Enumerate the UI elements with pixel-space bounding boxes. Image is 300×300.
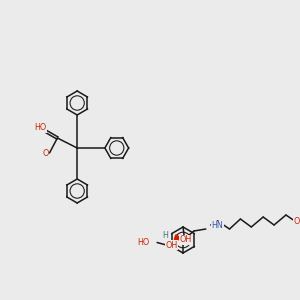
Text: HO: HO	[34, 124, 47, 133]
Text: O: O	[294, 218, 300, 226]
Text: OH: OH	[180, 236, 192, 244]
Text: HO: HO	[137, 238, 149, 247]
Polygon shape	[174, 235, 183, 240]
Text: H: H	[162, 232, 168, 241]
Text: OH: OH	[165, 241, 177, 250]
Text: O: O	[42, 148, 49, 158]
Text: HN: HN	[212, 221, 224, 230]
